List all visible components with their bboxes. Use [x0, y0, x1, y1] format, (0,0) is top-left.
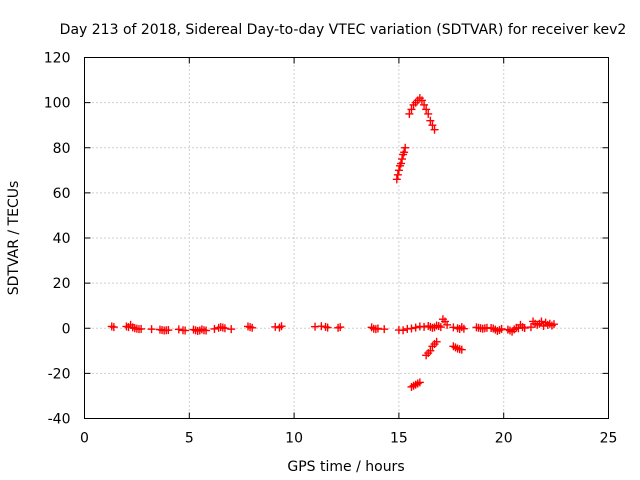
data-point: [526, 323, 535, 332]
data-point: [432, 337, 441, 346]
data-point: [415, 378, 424, 387]
data-point: [164, 326, 173, 335]
chart-title: Day 213 of 2018, Sidereal Day-to-day VTE…: [60, 22, 627, 38]
y-tick-label: 0: [62, 321, 71, 337]
data-point: [398, 155, 407, 164]
data-point: [275, 323, 284, 332]
data-point: [436, 323, 445, 332]
data-point: [181, 326, 190, 335]
y-tick-label: 120: [44, 51, 71, 67]
data-point: [197, 325, 206, 334]
data-point: [220, 324, 229, 333]
data-point: [443, 320, 452, 329]
data-point: [380, 325, 389, 334]
data-point: [394, 166, 403, 175]
data-point: [109, 323, 118, 332]
x-tick-labels: 0 5 10 15 20 25: [80, 431, 617, 447]
data-point: [420, 100, 429, 109]
y-tick-label: 80: [53, 141, 71, 157]
data-point: [405, 109, 414, 118]
data-point: [411, 323, 420, 332]
data-point: [336, 323, 345, 332]
y-tick-label: 40: [53, 231, 71, 247]
data-point: [457, 323, 466, 332]
data-point: [396, 159, 405, 168]
data-point: [426, 346, 435, 355]
data-point: [424, 321, 433, 330]
data-point: [422, 105, 431, 114]
data-point: [137, 324, 146, 333]
y-tick-label: 20: [53, 276, 71, 292]
data-point: [393, 170, 402, 179]
data-point: [424, 109, 433, 118]
data-point: [147, 325, 156, 334]
x-tick-label: 20: [495, 431, 513, 447]
data-point: [323, 323, 332, 332]
data-point: [430, 125, 439, 134]
data-point: [174, 325, 183, 334]
data-point: [417, 96, 426, 105]
x-tick-label: 5: [185, 431, 194, 447]
data-point: [520, 324, 529, 333]
data-point: [400, 148, 409, 157]
y-tick-labels: -40 -20 0 20 40 60 80 100 120: [44, 51, 71, 428]
data-point: [428, 121, 437, 130]
data-point: [457, 345, 466, 354]
plot-frame: [84, 57, 609, 419]
y-tick-label: -20: [48, 366, 71, 382]
x-tick-label: 15: [390, 431, 408, 447]
data-point: [399, 326, 408, 335]
x-axis-label: GPS time / hours: [287, 459, 404, 475]
data-point: [407, 105, 416, 114]
data-point: [227, 325, 236, 334]
y-tick-label: 60: [53, 186, 71, 202]
data-point: [426, 116, 435, 125]
data-point: [392, 175, 401, 184]
data-point: [407, 324, 416, 333]
data-point: [459, 324, 468, 333]
data-point: [537, 317, 546, 326]
x-tick-label: 10: [285, 431, 303, 447]
x-tick-label: 25: [600, 431, 618, 447]
data-point: [367, 323, 376, 332]
y-tick-label: 100: [44, 96, 71, 112]
y-tick-label: -40: [48, 412, 71, 428]
data-point: [277, 322, 286, 331]
grid: [84, 57, 609, 419]
data-point: [550, 320, 559, 329]
data-point: [210, 324, 219, 333]
data-point: [449, 323, 458, 332]
data-point: [248, 323, 257, 332]
data-point: [495, 326, 504, 335]
data-point: [202, 326, 211, 335]
data-point: [434, 321, 443, 330]
y-axis-label: SDTVAR / TECUs: [6, 181, 22, 296]
ticks: [84, 57, 609, 419]
data-point: [401, 143, 410, 152]
data-points: [107, 94, 559, 391]
x-tick-label: 0: [80, 431, 89, 447]
